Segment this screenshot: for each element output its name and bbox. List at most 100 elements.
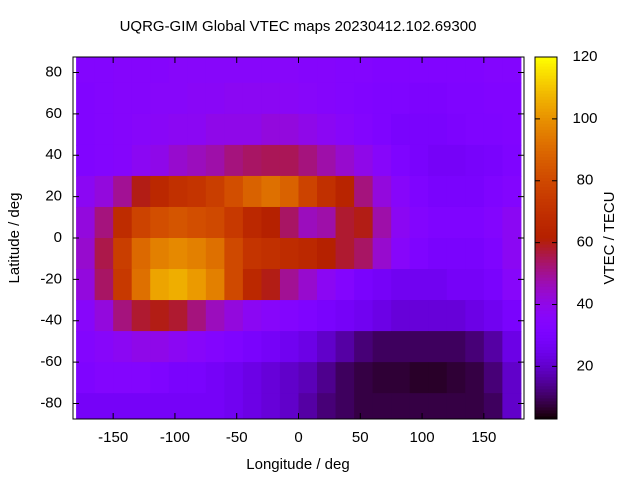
- heat-cell: [372, 269, 392, 301]
- heat-cell: [113, 113, 133, 146]
- heat-cell: [317, 331, 337, 363]
- heat-cell: [187, 206, 207, 239]
- heat-cell: [94, 269, 114, 301]
- heat-cell: [446, 269, 466, 301]
- heat-cell: [335, 113, 355, 146]
- heat-cell: [465, 57, 485, 84]
- heat-cell: [483, 300, 503, 332]
- heat-cell: [113, 269, 133, 301]
- heat-cell: [187, 362, 207, 394]
- heat-cell: [372, 144, 392, 177]
- colorbar-step: [535, 90, 557, 94]
- heat-cell: [76, 362, 96, 394]
- heat-cell: [94, 206, 114, 239]
- heat-cell: [224, 175, 244, 208]
- heat-cell: [446, 175, 466, 208]
- colorbar-step: [535, 216, 557, 221]
- colorbar-step: [535, 334, 557, 339]
- heat-cell: [502, 362, 522, 394]
- heat-cell: [168, 175, 188, 208]
- heat-cell: [446, 238, 466, 270]
- y-tick-label: -40: [40, 312, 62, 329]
- heat-cell: [113, 393, 133, 419]
- colorbar-step: [535, 322, 557, 326]
- colorbar-step: [535, 412, 557, 417]
- colorbar-step: [535, 262, 557, 266]
- heat-cell: [483, 362, 503, 394]
- heat-cell: [335, 331, 355, 363]
- heat-cell: [131, 269, 151, 301]
- heat-cell: [354, 393, 374, 419]
- heat-cell: [317, 269, 337, 301]
- heat-cell: [131, 238, 151, 270]
- y-tick-label: -20: [40, 270, 62, 287]
- colorbar-step: [535, 219, 557, 224]
- heat-cell: [465, 238, 485, 270]
- heat-cell: [150, 300, 170, 332]
- heat-cell: [446, 113, 466, 146]
- heat-cell: [354, 300, 374, 332]
- heat-cell: [502, 82, 522, 115]
- heat-cell: [298, 206, 318, 239]
- colorbar-step: [535, 114, 557, 118]
- colorbar-step: [535, 340, 557, 345]
- heat-cell: [502, 175, 522, 208]
- x-tick-label: -50: [226, 429, 248, 446]
- colorbar-step: [535, 159, 557, 164]
- colorbar-step: [535, 355, 557, 360]
- colorbar-step: [535, 225, 557, 230]
- heat-cell: [224, 82, 244, 115]
- y-tick-label: 0: [54, 229, 62, 246]
- heat-cell: [224, 238, 244, 270]
- heat-cell: [335, 175, 355, 208]
- heat-cell: [205, 300, 225, 332]
- heat-cell: [428, 206, 448, 239]
- colorbar-step: [535, 204, 557, 209]
- heat-cell: [150, 206, 170, 239]
- x-axis-label: Longitude / deg: [246, 456, 349, 473]
- heat-cell: [298, 331, 318, 363]
- colorbar-step: [535, 301, 557, 305]
- heat-cell: [205, 238, 225, 270]
- heat-cell: [428, 57, 448, 84]
- colorbar-step: [535, 234, 557, 239]
- heat-cell: [131, 362, 151, 394]
- heat-cell: [483, 269, 503, 301]
- heat-cell: [279, 238, 299, 270]
- heat-cell: [391, 206, 411, 239]
- heat-cell: [317, 300, 337, 332]
- heat-cell: [446, 144, 466, 177]
- heat-cell: [391, 175, 411, 208]
- heat-cell: [205, 113, 225, 146]
- colorbar-step: [535, 228, 557, 233]
- heat-cell: [261, 206, 281, 239]
- colorbar-step: [535, 75, 557, 79]
- colorbar-step: [535, 349, 557, 354]
- colorbar-step: [535, 265, 557, 269]
- heat-cell: [205, 331, 225, 363]
- heat-cell: [335, 238, 355, 270]
- y-tick-label: 40: [45, 146, 62, 163]
- colorbar-step: [535, 337, 557, 342]
- heat-cell: [335, 362, 355, 394]
- colorbar-step: [535, 280, 557, 284]
- colorbar-step: [535, 274, 557, 278]
- heat-cell: [409, 362, 429, 394]
- heat-cell: [465, 393, 485, 419]
- colorbar-step: [535, 153, 557, 158]
- colorbar-step: [535, 108, 557, 112]
- heat-cell: [131, 175, 151, 208]
- heat-cell: [428, 331, 448, 363]
- heat-cell: [409, 238, 429, 270]
- colorbar-step: [535, 156, 557, 161]
- heat-cell: [409, 57, 429, 84]
- heat-cell: [372, 300, 392, 332]
- heat-cell: [428, 144, 448, 177]
- x-tick-label: 100: [410, 429, 435, 446]
- heat-cell: [187, 300, 207, 332]
- heat-cell: [446, 300, 466, 332]
- heat-cell: [298, 238, 318, 270]
- heat-cell: [298, 269, 318, 301]
- y-tick-label: 20: [45, 188, 62, 205]
- heat-cell: [354, 82, 374, 115]
